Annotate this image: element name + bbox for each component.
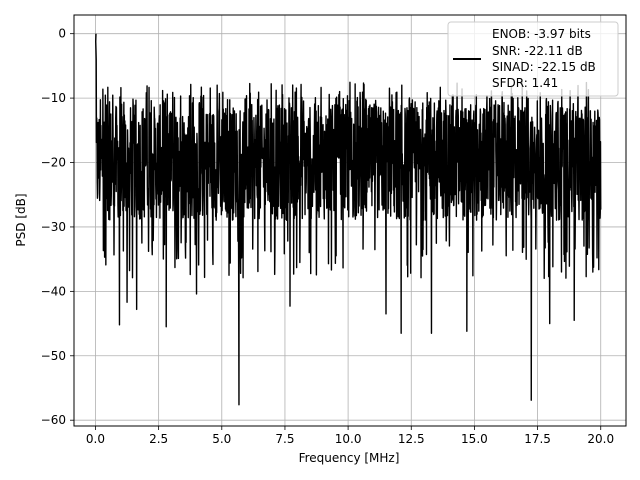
y-axis-label: PSD [dB] bbox=[14, 193, 28, 246]
x-tick-label: 12.5 bbox=[398, 432, 425, 446]
x-tick-label: 0.0 bbox=[86, 432, 105, 446]
x-tick-label: 15.0 bbox=[461, 432, 488, 446]
plot-area bbox=[95, 33, 602, 406]
y-tick-label: −60 bbox=[41, 413, 66, 427]
y-tick-label: 0 bbox=[58, 27, 66, 41]
y-tick-label: −30 bbox=[41, 220, 66, 234]
legend-sinad-text: SINAD: -22.15 dB bbox=[492, 60, 596, 74]
y-tick-label: −10 bbox=[41, 91, 66, 105]
y-tick-label: −50 bbox=[41, 349, 66, 363]
legend: ENOB: -3.97 bits SNR: -22.11 dB SINAD: -… bbox=[447, 21, 619, 97]
x-tick-label: 2.5 bbox=[149, 432, 168, 446]
axes-frame bbox=[73, 14, 627, 427]
x-tick-label: 10.0 bbox=[335, 432, 362, 446]
x-tick-label: 7.5 bbox=[275, 432, 294, 446]
x-tick-label: 17.5 bbox=[524, 432, 551, 446]
legend-box bbox=[447, 21, 619, 97]
legend-sfdr-text: SFDR: 1.41 bbox=[492, 76, 558, 90]
legend-snr-text: SNR: -22.11 dB bbox=[492, 44, 583, 58]
y-tick-label: −40 bbox=[41, 284, 66, 298]
psd-series-line bbox=[95, 33, 602, 406]
x-tick-label: 20.0 bbox=[587, 432, 614, 446]
x-axis-label: Frequency [MHz] bbox=[299, 451, 400, 465]
axis-ticks: 0.0 2.5 5.0 7.5 10.0 12.5 15.0 17.5 20.0 0 −10 −20 −… bbox=[41, 27, 614, 446]
legend-enob-text: ENOB: -3.97 bits bbox=[492, 27, 591, 41]
y-tick-label: −20 bbox=[41, 156, 66, 170]
x-tick-label: 5.0 bbox=[212, 432, 231, 446]
